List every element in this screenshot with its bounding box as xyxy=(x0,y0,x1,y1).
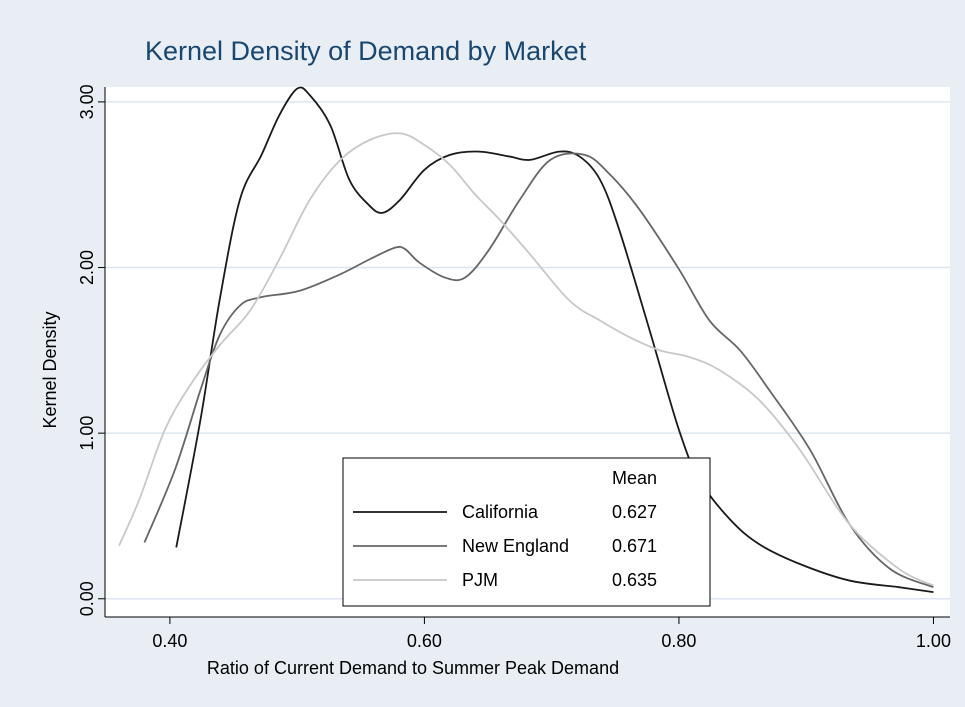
legend-box xyxy=(342,457,711,607)
series-line xyxy=(175,86,934,594)
y-tick-label: 2.00 xyxy=(77,250,97,285)
y-axis-label: Kernel Density xyxy=(40,311,60,428)
y-tick-label: 1.00 xyxy=(77,416,97,451)
series-line xyxy=(143,152,934,589)
legend-mean: 0.627 xyxy=(612,502,657,522)
x-axis-label: Ratio of Current Demand to Summer Peak D… xyxy=(207,658,619,678)
y-tick-label: 3.00 xyxy=(77,84,97,119)
legend-mean: 0.671 xyxy=(612,536,657,556)
chart-title: Kernel Density of Demand by Market xyxy=(145,36,587,66)
x-tick-label: 0.40 xyxy=(152,631,187,651)
x-tick-label: 1.00 xyxy=(916,631,951,651)
legend-mean: 0.635 xyxy=(612,570,657,590)
legend-label: California xyxy=(462,502,539,522)
series-line xyxy=(118,132,934,587)
legend-label: New England xyxy=(462,536,569,556)
legend-title: Mean xyxy=(612,468,657,488)
legend-label: PJM xyxy=(462,570,498,590)
x-tick-label: 0.60 xyxy=(407,631,442,651)
x-tick-label: 0.80 xyxy=(661,631,696,651)
y-tick-label: 0.00 xyxy=(77,581,97,616)
